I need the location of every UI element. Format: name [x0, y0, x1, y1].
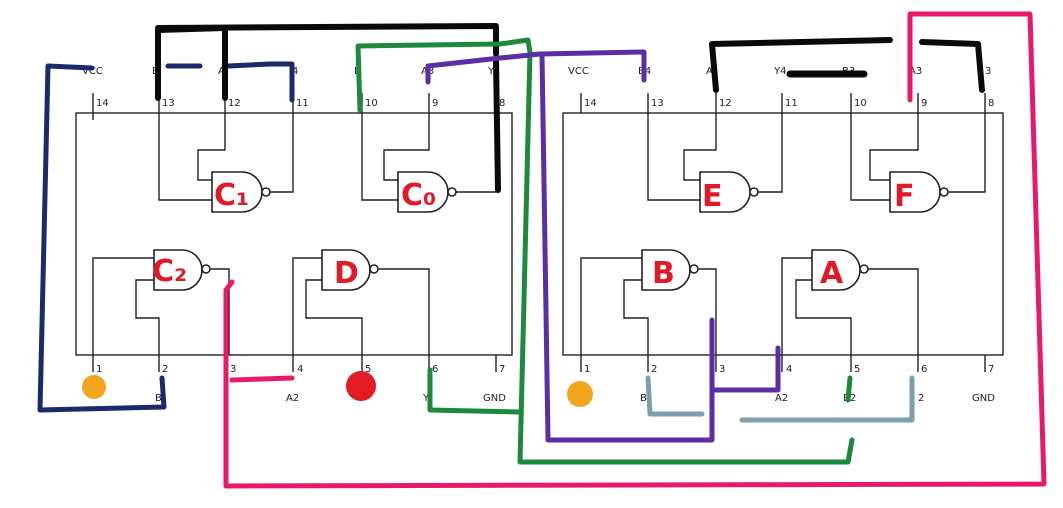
chip-1-pin11-label: 4 [292, 66, 298, 77]
chip-2-pin2-label: B [640, 393, 647, 404]
chip-1-pin10-num: 10 [365, 98, 378, 109]
chip-2-pin13-num: 13 [651, 98, 664, 109]
chip-1-pin4-num: 4 [297, 364, 303, 375]
red-output-dot-chip1 [346, 371, 376, 401]
chip-2-pin6-label: 2 [918, 393, 924, 404]
chip-1-pin6-label: Y [422, 393, 430, 404]
chip-2-pin11-num: 11 [785, 98, 798, 109]
navy-wire-top-dashed [165, 61, 295, 103]
gate-b [641, 249, 691, 291]
chip-2-pin9-num: 9 [921, 98, 927, 109]
chip-1-pin14-num: 14 [96, 98, 109, 109]
gate-c2-label: C₂ [152, 254, 187, 289]
chip-2-pin6-num: 6 [921, 364, 927, 375]
chip-2-pin7-label: GND [972, 393, 995, 404]
chip-2-pin14-num: 14 [584, 98, 597, 109]
chip-1-pin1-num: 1 [96, 364, 102, 375]
chip-1-pin9-num: 9 [432, 98, 438, 109]
black-wire-chip1-top [155, 23, 501, 193]
chip-2-body [562, 112, 1004, 356]
yellow-input-dot-chip2 [567, 381, 593, 407]
chip-1-pin6-num: 6 [432, 364, 438, 375]
chip-1-pin7-label: GND [483, 393, 506, 404]
gate-c1-label: C₁ [214, 178, 249, 213]
chip-2-pin8-num: 8 [988, 98, 994, 109]
gate-b-label: B [652, 256, 675, 291]
chip-1-body [75, 112, 513, 356]
chip-2-pin3-num: 3 [719, 364, 725, 375]
gate-e-label: E [702, 179, 723, 214]
gate-c0-label: C₀ [401, 178, 436, 213]
black-wire-chip2-top-right [919, 39, 985, 93]
navy-wire-left-loop [37, 63, 167, 413]
steel-wire-pin6 [739, 375, 915, 423]
chip-2-pin12-label: A [706, 66, 713, 77]
black-wire-chip2-top-left [709, 37, 893, 93]
chip-2-pin2-num: 2 [651, 364, 657, 375]
chip-1-pin8-num: 8 [499, 98, 505, 109]
colored-wires [37, 11, 1047, 489]
gate-d-label: D [334, 256, 359, 291]
chip-1-pin2-num: 2 [162, 364, 168, 375]
chip-2-pin4-num: 4 [786, 364, 792, 375]
chip-1-pin8-label: Y [487, 66, 495, 77]
gate-a [811, 249, 861, 291]
chip-2-pin9-label: A3 [909, 66, 922, 77]
chip-2-pin8-label: 3 [985, 66, 991, 77]
steel-wire-pin2 [645, 375, 705, 417]
chip-1-pin3-num: 3 [230, 364, 236, 375]
gate-c2 [153, 249, 203, 291]
green-wire-chip1-pin6 [427, 367, 523, 415]
green-wire-chip2-pin5 [845, 375, 853, 403]
chip-2-top-pins [580, 93, 986, 113]
chip-1-pin7-num: 7 [499, 364, 505, 375]
chip-2-pin14-label: VCC [568, 66, 589, 77]
chip-1-pin11-num: 11 [296, 98, 309, 109]
gate-a-label: A [820, 256, 844, 291]
chip-1-pin12-num: 12 [228, 98, 241, 109]
chip-1-pin12-label: A [218, 66, 225, 77]
chip-2: 14 13 12 11 10 9 8 VCC B4 A Y4 B3 A3 3 1… [562, 66, 1004, 404]
purple-wire [425, 49, 781, 443]
chip-1-pin4-label: A2 [286, 393, 299, 404]
green-wire-loop [355, 37, 855, 465]
chip-2-pin4-label: A2 [775, 393, 788, 404]
yellow-input-dot-chip1 [82, 375, 106, 399]
chip-2-pin12-num: 12 [719, 98, 732, 109]
gate-d [321, 249, 371, 291]
chip-2-pin7-num: 7 [988, 364, 994, 375]
chip-2-pin10-num: 10 [854, 98, 867, 109]
chip-2-pin5-num: 5 [854, 364, 860, 375]
chip-2-pin11-label: Y4 [773, 66, 786, 77]
gate-f-label: F [894, 179, 915, 214]
chip-1: 14 13 12 11 10 9 8 VCC B A 4 B A3 Y 1 2 … [75, 66, 513, 404]
chip-1-pin14-label: VCC [82, 66, 103, 77]
chip-1-pin13-num: 13 [162, 98, 175, 109]
chip-2-bottom-pins [580, 355, 986, 372]
chip-2-pin1-num: 1 [584, 364, 590, 375]
chip-1-pin2-label: B [155, 393, 162, 404]
chip-1-pin5-num: 5 [365, 364, 371, 375]
pink-wire-big-loop [223, 11, 1047, 489]
pink-wire-chip1-pin3-to-pin4 [229, 375, 295, 383]
